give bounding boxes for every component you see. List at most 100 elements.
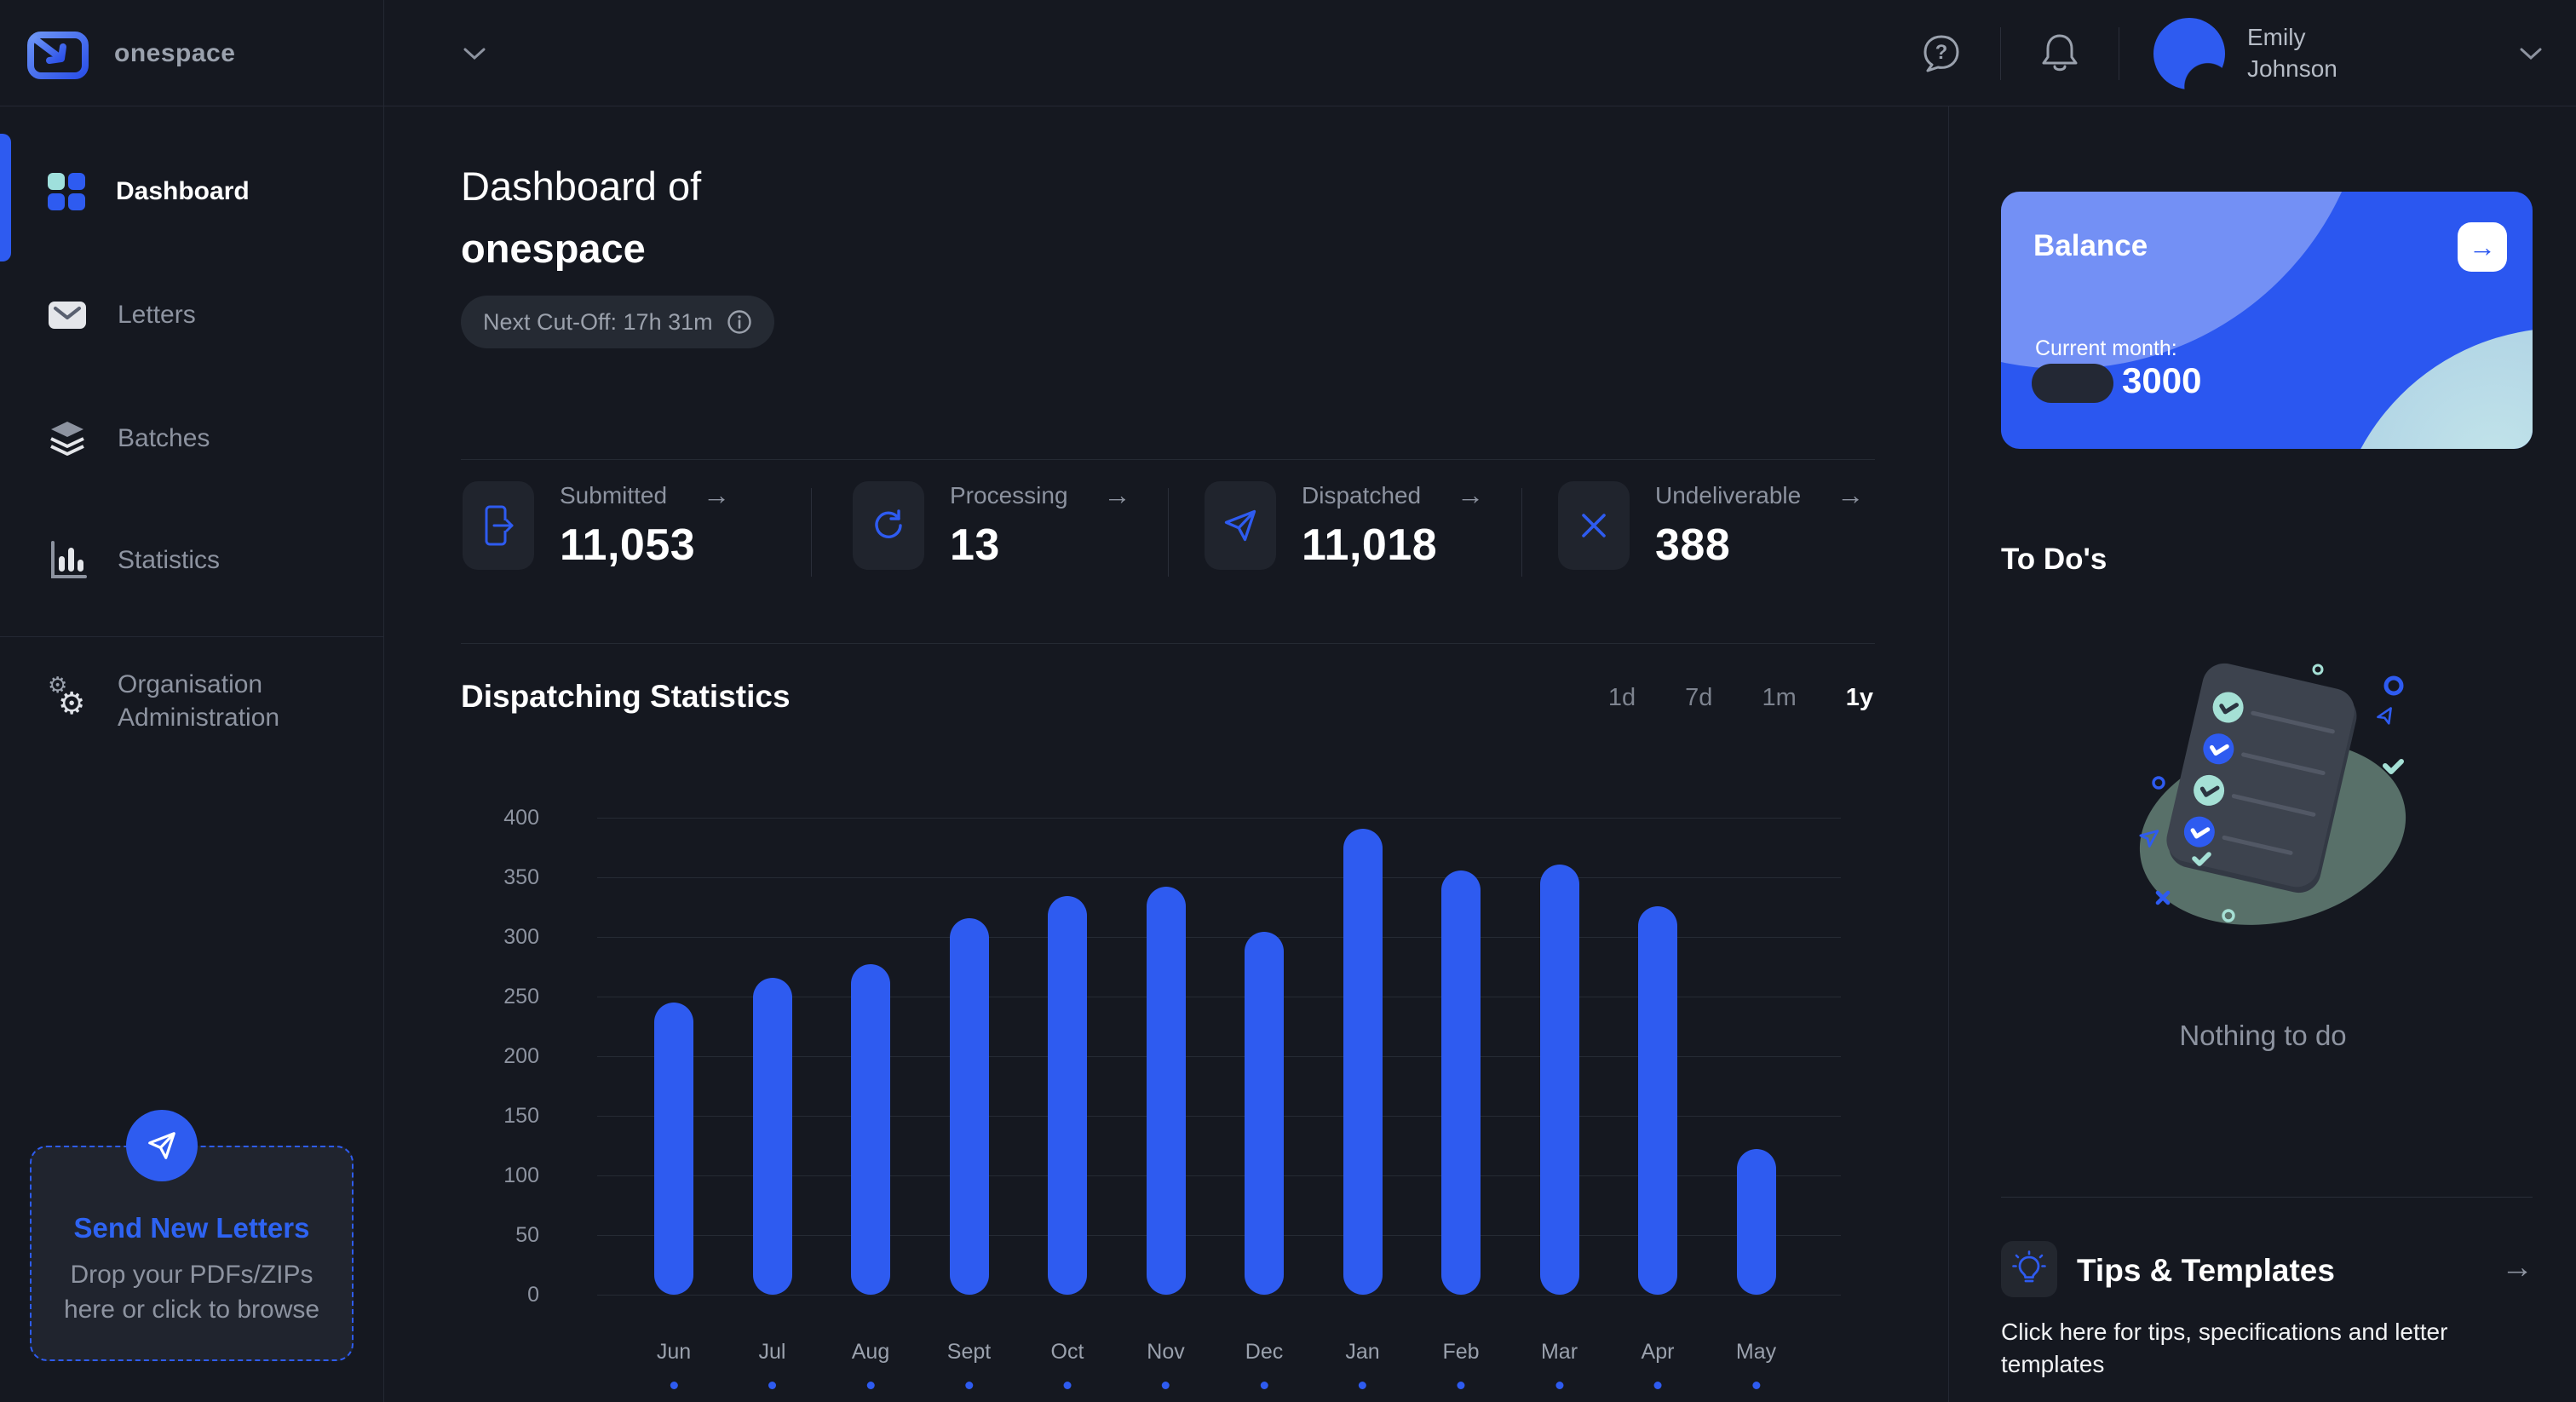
balance-arrow-button[interactable]: → <box>2458 222 2507 272</box>
stat-arrow-link[interactable]: → <box>1457 480 1485 510</box>
bar-may[interactable] <box>1736 1149 1776 1295</box>
sidebar-item-label: Letters <box>118 301 196 329</box>
sidebar-item-label: Batches <box>118 424 210 452</box>
page-title-prefix: Dashboard of <box>461 164 702 209</box>
main-content: Dashboard of onespace Next Cut-Off: 17h … <box>384 106 1948 1402</box>
stat-processing: Processing → 13 <box>853 480 1131 571</box>
x-tick-jun: Jun <box>657 1340 691 1389</box>
sidebar-item-letters[interactable]: Letters <box>0 274 383 356</box>
stat-label: Processing <box>950 481 1068 509</box>
stat-arrow-link[interactable]: → <box>703 480 731 510</box>
refresh-icon <box>853 480 924 570</box>
gridline-100 <box>597 1175 1841 1176</box>
x-tick-mar: Mar <box>1541 1340 1578 1389</box>
page-title-org: onespace <box>461 225 646 271</box>
range-7d[interactable]: 7d <box>1685 684 1713 711</box>
tips-arrow-link[interactable]: → <box>2501 1250 2533 1285</box>
x-tick-feb: Feb <box>1442 1340 1480 1389</box>
brand-name: onespace <box>114 38 236 67</box>
y-tick-label: 50 <box>515 1223 539 1247</box>
sidebar-item-dashboard[interactable]: Dashboard <box>0 151 383 233</box>
bar-nov[interactable] <box>1146 887 1186 1295</box>
sidebar-item-statistics[interactable]: Statistics <box>0 520 383 601</box>
range-selector: 1d 7d 1m 1y <box>1608 684 1873 712</box>
balance-currency-pill <box>2032 364 2113 403</box>
layers-icon <box>50 422 84 456</box>
range-1d[interactable]: 1d <box>1607 684 1636 711</box>
separator <box>1168 488 1169 577</box>
help-bubble-icon: ? <box>1923 35 1959 72</box>
x-tick-apr: Apr <box>1642 1340 1674 1389</box>
bar-chart-icon <box>51 541 87 578</box>
notifications-button[interactable] <box>2035 29 2084 78</box>
y-tick-label: 250 <box>503 985 539 1008</box>
range-1y[interactable]: 1y <box>1845 684 1873 711</box>
x-mark-icon <box>1558 480 1630 570</box>
gridline-400 <box>597 818 1841 819</box>
file-export-icon <box>463 480 534 570</box>
separator <box>811 488 812 577</box>
stat-submitted: Submitted → 11,053 <box>463 480 730 571</box>
stat-value: 11,018 <box>1302 520 1438 570</box>
bar-aug[interactable] <box>851 964 890 1295</box>
x-tick-nov: Nov <box>1147 1340 1185 1389</box>
sidebar-border <box>383 0 384 1402</box>
bar-sept[interactable] <box>949 918 989 1295</box>
tips-title: Tips & Templates <box>2077 1253 2335 1288</box>
sidebar: Dashboard Letters Batches <box>0 106 383 1402</box>
y-tick-label: 200 <box>503 1044 539 1068</box>
paper-plane-icon <box>1205 480 1276 570</box>
bar-mar[interactable] <box>1539 865 1579 1295</box>
active-indicator <box>0 134 11 261</box>
bar-dec[interactable] <box>1245 932 1284 1295</box>
stat-label: Undeliverable <box>1655 481 1802 509</box>
gridline-0 <box>597 1295 1841 1296</box>
chart-x-axis: Jun Jul Aug Sept Oct Nov Dec Jan Feb Mar Apr May <box>597 1340 1841 1399</box>
help-button[interactable]: ? <box>1917 29 1966 78</box>
upload-dropzone[interactable]: Send New Letters Drop your PDFs/ZIPs her… <box>30 1146 354 1361</box>
org-switcher[interactable]: onespace <box>26 0 486 106</box>
bar-jun[interactable] <box>654 1003 693 1295</box>
gridline-50 <box>597 1235 1841 1236</box>
cutoff-badge: Next Cut-Off: 17h 31m <box>461 296 774 348</box>
separator <box>1521 488 1522 577</box>
avatar[interactable] <box>2153 17 2225 89</box>
y-tick-label: 150 <box>503 1104 539 1128</box>
stat-arrow-link[interactable]: → <box>1103 480 1131 510</box>
dropzone-title: Send New Letters <box>73 1212 310 1244</box>
sidebar-item-organisation-administration[interactable]: ⚙ ⚙ Organisation Administration <box>0 652 383 750</box>
chevron-down-icon <box>463 48 486 60</box>
info-circle-icon[interactable] <box>727 309 752 335</box>
stat-label: Dispatched <box>1302 481 1422 509</box>
range-1m[interactable]: 1m <box>1762 684 1797 711</box>
y-tick-label: 100 <box>503 1164 539 1187</box>
dropzone-subtitle: Drop your PDFs/ZIPs here or click to bro… <box>63 1261 320 1324</box>
send-letters-button[interactable] <box>126 1110 198 1181</box>
sidebar-divider <box>0 636 383 637</box>
balance-card[interactable]: Balance → Current month: 3000 <box>2001 192 2533 449</box>
page-title: Dashboard of onespace <box>461 156 701 280</box>
y-tick-label: 350 <box>503 865 539 889</box>
balance-title: Balance <box>2033 229 2148 262</box>
bar-feb[interactable] <box>1441 871 1481 1295</box>
app-logo-envelope-icon <box>27 31 89 79</box>
bar-apr[interactable] <box>1638 906 1677 1295</box>
bar-oct[interactable] <box>1048 896 1087 1295</box>
bar-jul[interactable] <box>752 978 792 1295</box>
lightbulb-icon <box>2001 1241 2057 1297</box>
right-sidebar: Balance → Current month: 3000 To Do's <box>1948 106 2576 1402</box>
stat-value: 11,053 <box>560 520 696 570</box>
chevron-down-icon[interactable] <box>2520 48 2542 60</box>
x-tick-may: May <box>1736 1340 1776 1389</box>
balance-month-label: Current month: <box>2035 336 2177 360</box>
x-tick-aug: Aug <box>852 1340 889 1389</box>
cutoff-label: Next Cut-Off: 17h 31m <box>483 308 713 335</box>
sidebar-item-batches[interactable]: Batches <box>0 398 383 480</box>
todos-empty-text: Nothing to do <box>2179 1020 2347 1051</box>
gridline-200 <box>597 1056 1841 1057</box>
bar-jan[interactable] <box>1343 829 1383 1295</box>
decor-circle <box>2333 328 2533 449</box>
sidebar-item-label: Organisation Administration <box>118 670 280 732</box>
stat-arrow-link[interactable]: → <box>1837 480 1865 510</box>
divider <box>461 459 1875 460</box>
